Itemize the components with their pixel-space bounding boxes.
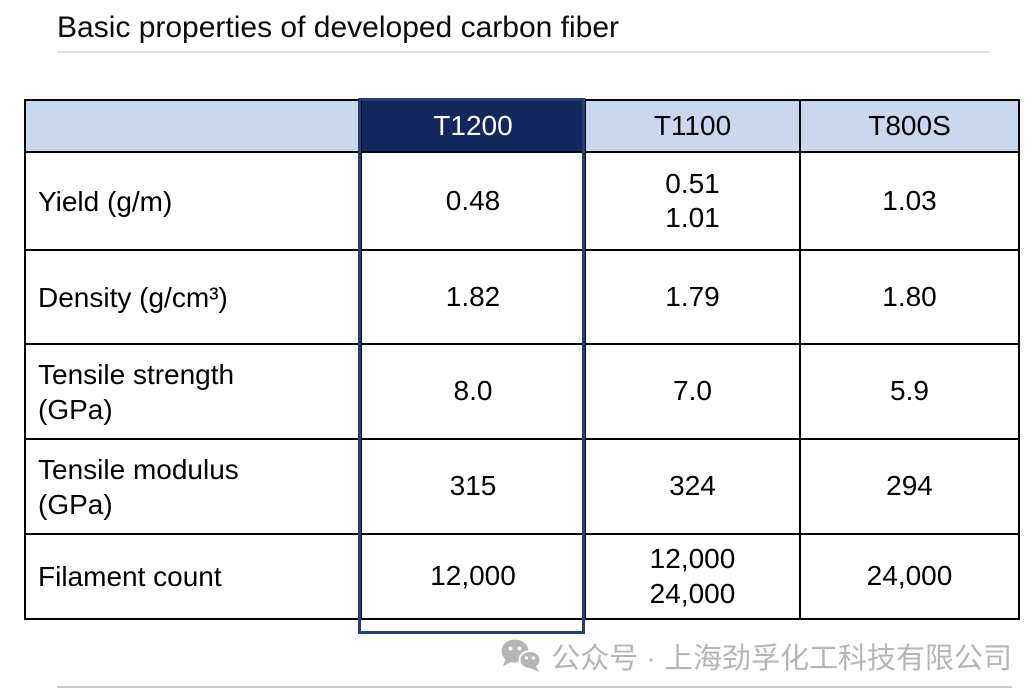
cell-value: 1.79 — [584, 249, 801, 345]
table-row-yield: Yield (g/m) 0.48 0.51 1.01 1.03 — [24, 151, 1020, 251]
header-empty-cell — [24, 99, 362, 153]
cell-value: 315 — [360, 438, 586, 535]
page-title: Basic properties of developed carbon fib… — [57, 11, 620, 44]
cell-value: 1.80 — [799, 249, 1020, 345]
table-header-row: T1200 T1100 T800S — [24, 99, 1020, 153]
cell-value: 12,000 24,000 — [584, 533, 801, 620]
title-underline — [57, 51, 990, 53]
cell-value: 324 — [584, 438, 801, 535]
cell-value: 1.82 — [360, 249, 586, 345]
row-label: Tensile modulus (GPa) — [24, 438, 362, 535]
properties-table: T1200 T1100 T800S Yield (g/m) 0.48 0.51 … — [24, 99, 1020, 620]
watermark: 公众号 · 上海劲孚化工科技有限公司 — [500, 635, 1012, 677]
bottom-divider — [57, 686, 1012, 688]
cell-value: 8.0 — [360, 343, 586, 440]
cell-value: 7.0 — [584, 343, 801, 440]
table-row-density: Density (g/cm³) 1.82 1.79 1.80 — [24, 249, 1020, 345]
cell-value: 1.03 — [799, 151, 1020, 251]
header-t800s: T800S — [799, 99, 1020, 153]
wechat-icon — [500, 639, 542, 673]
table-row-tensile-modulus: Tensile modulus (GPa) 315 324 294 — [24, 438, 1020, 535]
cell-value: 0.48 — [360, 151, 586, 251]
cell-value: 24,000 — [799, 533, 1020, 620]
watermark-text: 公众号 · 上海劲孚化工科技有限公司 — [551, 643, 1012, 675]
header-t1200: T1200 — [360, 99, 586, 153]
header-t1100: T1100 — [584, 99, 801, 153]
row-label: Yield (g/m) — [24, 151, 362, 251]
cell-value: 0.51 1.01 — [584, 151, 801, 251]
row-label: Filament count — [24, 533, 362, 620]
row-label: Density (g/cm³) — [24, 249, 362, 345]
cell-value: 294 — [799, 438, 1020, 535]
cell-value: 12,000 — [360, 533, 586, 620]
row-label: Tensile strength (GPa) — [24, 343, 362, 440]
cell-value: 5.9 — [799, 343, 1020, 440]
table-row-filament-count: Filament count 12,000 12,000 24,000 24,0… — [24, 533, 1020, 620]
table-row-tensile-strength: Tensile strength (GPa) 8.0 7.0 5.9 — [24, 343, 1020, 440]
